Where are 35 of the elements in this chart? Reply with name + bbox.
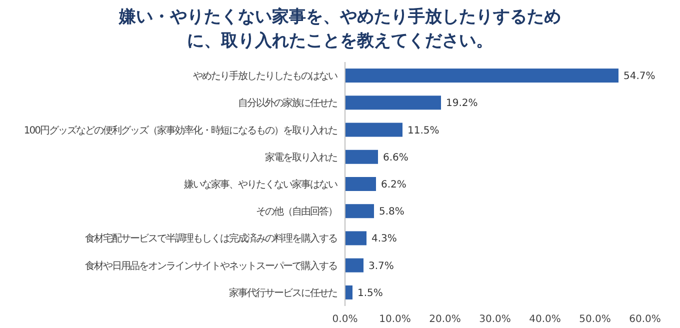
- y-tick-label: 食材宅配サービスで半調理もしくは完成済みの料理を購入する: [85, 232, 337, 245]
- data-label: 6.6%: [383, 152, 408, 164]
- y-tick-label: 食材や日用品をオンラインサイトやネットスーパーで購入する: [85, 260, 337, 272]
- bar: [345, 285, 352, 300]
- data-label: 1.5%: [358, 288, 383, 299]
- y-tick-label: その他（自由回答）: [256, 206, 337, 218]
- data-label: 19.2%: [446, 98, 478, 110]
- chart-title: 嫌い・やりたくない家事を、やめたり手放したりするために、取り入れたことを教えてください。: [118, 7, 561, 51]
- y-tick-label: 家事代行サービスに任せた: [229, 286, 338, 299]
- x-tick-label: 50.0%: [579, 314, 611, 325]
- bar: [345, 204, 374, 218]
- x-tick-label: 40.0%: [529, 314, 561, 325]
- data-label: 3.7%: [368, 260, 394, 272]
- bar: [345, 231, 366, 246]
- bar: [345, 177, 376, 191]
- data-label: 11.5%: [408, 125, 440, 136]
- x-tick-label: 30.0%: [479, 314, 511, 325]
- x-tick-label: 20.0%: [429, 314, 461, 325]
- bar: [345, 122, 402, 137]
- x-tick-label: 10.0%: [379, 314, 411, 325]
- data-label: 5.8%: [379, 206, 404, 218]
- x-tick-label: 0.0%: [332, 314, 358, 325]
- bar: [345, 96, 441, 110]
- x-tick-label: 60.0%: [629, 314, 661, 325]
- data-label: 54.7%: [624, 71, 656, 82]
- data-label: 6.2%: [381, 180, 406, 190]
- data-label: 4.3%: [372, 234, 397, 245]
- bar: [345, 150, 378, 164]
- bar: [345, 68, 618, 83]
- y-tick-label: 自分以外の家族に任せた: [238, 97, 338, 110]
- bar: [345, 258, 364, 272]
- y-tick-label: 嫌いな家事、やりたくない家事はない: [184, 178, 338, 190]
- y-tick-label: 100円グッズなどの便利グッズ（家事効率化・時短になるもの）を取り入れた: [24, 124, 338, 136]
- y-tick-label: 家電を取り入れた: [265, 151, 338, 164]
- y-tick-label: やめたり手放したりしたものはない: [193, 70, 338, 82]
